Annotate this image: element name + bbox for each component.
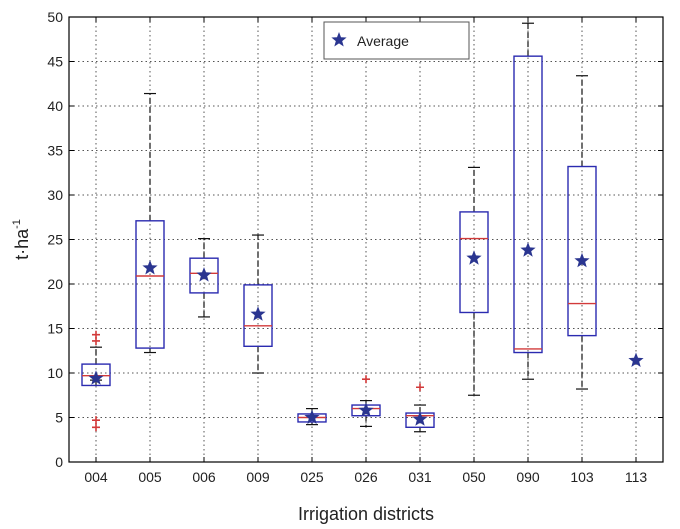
legend: Average bbox=[323, 21, 470, 60]
y-axis-ticks: 0 5 10 15 20 25 30 35 40 45 50 bbox=[47, 9, 663, 470]
outlier-marker bbox=[416, 383, 424, 392]
y-tick-label: 45 bbox=[47, 54, 63, 70]
y-tick-label: 40 bbox=[47, 98, 63, 114]
box-iqr bbox=[81, 363, 111, 387]
y-tick-label: 0 bbox=[55, 454, 63, 470]
legend-label: Average bbox=[357, 33, 409, 49]
x-tick-label: 050 bbox=[462, 469, 486, 485]
mean-star bbox=[88, 370, 104, 385]
box-006 bbox=[189, 238, 219, 318]
box-004 bbox=[81, 330, 111, 432]
x-tick-label: 103 bbox=[570, 469, 594, 485]
mean-star bbox=[250, 306, 266, 321]
box-009 bbox=[243, 234, 273, 374]
mean-markers bbox=[88, 242, 644, 426]
y-tick-label: 10 bbox=[47, 365, 63, 381]
y-tick-label: 15 bbox=[47, 321, 63, 337]
mean-star bbox=[358, 402, 374, 417]
box-050 bbox=[459, 166, 489, 396]
x-tick-label: 009 bbox=[246, 469, 270, 485]
outlier-marker bbox=[92, 336, 100, 345]
y-axis-label-main: t·ha bbox=[12, 228, 32, 260]
box-iqr bbox=[513, 55, 543, 354]
y-tick-label: 35 bbox=[47, 143, 63, 159]
mean-star bbox=[466, 250, 482, 265]
box-iqr bbox=[567, 165, 597, 337]
x-tick-label: 004 bbox=[84, 469, 108, 485]
mean-star bbox=[304, 409, 320, 424]
x-axis-ticks: 004 005 006 009 025 026 031 050 090 103 113 bbox=[84, 17, 647, 485]
box-103 bbox=[567, 75, 597, 390]
outlier-marker bbox=[362, 375, 370, 384]
y-tick-label: 25 bbox=[47, 232, 63, 248]
outlier-marker bbox=[92, 423, 100, 432]
x-tick-label: 090 bbox=[516, 469, 540, 485]
mean-star bbox=[412, 411, 428, 426]
mean-star bbox=[196, 267, 212, 282]
x-tick-label: 026 bbox=[354, 469, 378, 485]
x-tick-label: 031 bbox=[408, 469, 432, 485]
y-tick-label: 5 bbox=[55, 410, 63, 426]
box-iqr bbox=[135, 220, 165, 349]
box-026 bbox=[351, 375, 381, 427]
box-090 bbox=[513, 22, 543, 380]
x-axis-label: Irrigation districts bbox=[298, 504, 434, 524]
mean-star bbox=[574, 252, 590, 268]
grid-lines bbox=[69, 17, 663, 462]
box-iqr bbox=[459, 211, 489, 314]
y-tick-label: 30 bbox=[47, 187, 63, 203]
legend-star-icon bbox=[331, 32, 347, 47]
y-tick-label: 50 bbox=[47, 9, 63, 25]
box-series bbox=[81, 22, 597, 433]
mean-star bbox=[520, 242, 536, 257]
outlier-marker bbox=[92, 416, 100, 425]
x-tick-label: 025 bbox=[300, 469, 324, 485]
y-axis-label: t·ha-1 bbox=[11, 219, 32, 260]
y-axis-label-superscript: -1 bbox=[11, 219, 23, 229]
box-iqr bbox=[189, 257, 219, 294]
box-iqr bbox=[243, 284, 273, 348]
mean-star bbox=[628, 352, 644, 367]
box-031 bbox=[405, 383, 435, 433]
y-tick-label: 20 bbox=[47, 276, 63, 292]
x-tick-label: 006 bbox=[192, 469, 216, 485]
x-tick-label: 113 bbox=[625, 469, 648, 485]
box-005 bbox=[135, 92, 165, 354]
x-tick-label: 005 bbox=[138, 469, 162, 485]
legend-box bbox=[323, 21, 470, 60]
mean-star bbox=[142, 260, 158, 275]
